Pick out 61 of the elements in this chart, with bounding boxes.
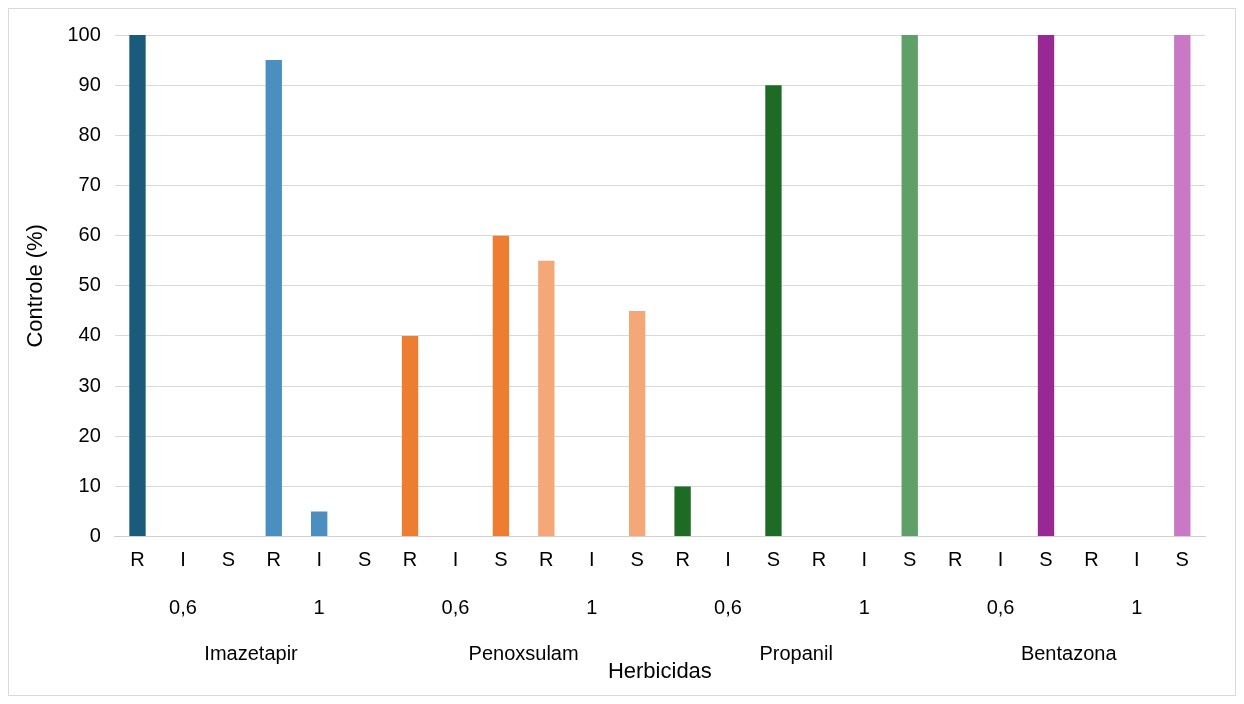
x-tick-label: R — [947, 548, 963, 571]
text: 1 — [858, 596, 870, 619]
bar — [1174, 35, 1191, 537]
x-tick-label: R — [1084, 548, 1099, 571]
y-tick-label: 70 — [78, 173, 101, 195]
x-tick-label: I — [588, 548, 595, 571]
y-tick-label: 50 — [78, 273, 101, 296]
x-tick-label: I — [180, 548, 186, 571]
x-tick-label: I — [316, 548, 322, 571]
bar — [492, 235, 510, 537]
text: Propanil — [759, 642, 833, 665]
x-tick-label: I — [1134, 548, 1140, 571]
y-tick-label: 20 — [78, 423, 101, 446]
x-tick-label: S — [1039, 548, 1053, 571]
text: Imazetapir — [204, 642, 299, 665]
text: Bentazona — [1020, 642, 1118, 665]
y-tick-label: 40 — [78, 323, 101, 346]
bar — [674, 486, 691, 537]
x-tick-label: R — [539, 548, 554, 571]
x-tick-label: S — [903, 548, 917, 571]
bar — [901, 35, 918, 537]
x-tick-label: R — [811, 548, 827, 571]
x-tick-label: S — [357, 548, 372, 571]
x-tick-label: I — [725, 548, 731, 571]
bar — [538, 260, 555, 537]
y-tick-label: 80 — [78, 122, 101, 145]
x-tick-label: R — [402, 548, 418, 571]
text: Penoxsulam — [468, 642, 579, 665]
text: 0,6 — [714, 596, 742, 619]
x-tick-label: S — [1175, 548, 1189, 571]
y-tick-label: 10 — [78, 473, 101, 496]
x-tick-label: R — [675, 548, 690, 571]
y-axis-title: Controle (%) — [22, 224, 48, 348]
text: 1 — [313, 596, 325, 619]
x-tick-label: S — [766, 548, 781, 571]
bar — [401, 335, 419, 537]
bar — [265, 60, 282, 537]
bar — [311, 511, 328, 537]
x-tick-label: S — [221, 548, 236, 571]
y-tick-label: 100 — [67, 22, 101, 45]
text: 1 — [586, 596, 598, 619]
y-tick-label: 30 — [78, 373, 101, 396]
bar — [1037, 35, 1055, 537]
y-tick-label: 0 — [89, 524, 101, 547]
x-tick-label: S — [494, 548, 508, 571]
text: 1 — [1131, 596, 1143, 619]
text: 0,6 — [986, 596, 1015, 619]
x-tick-label: S — [630, 548, 644, 571]
text: 0,6 — [441, 596, 470, 619]
x-tick-label: R — [130, 548, 145, 571]
x-tick-label: I — [452, 548, 459, 571]
bar — [765, 85, 782, 537]
bar — [129, 35, 146, 537]
bar — [629, 310, 646, 537]
y-tick-label: 60 — [78, 223, 101, 246]
x-tick-label: I — [861, 548, 868, 571]
x-axis-title: Herbicidas — [607, 657, 712, 683]
x-tick-label: I — [997, 548, 1004, 571]
x-tick-label: R — [266, 548, 281, 571]
y-tick-label: 90 — [78, 72, 101, 95]
text: 0,6 — [169, 596, 197, 619]
